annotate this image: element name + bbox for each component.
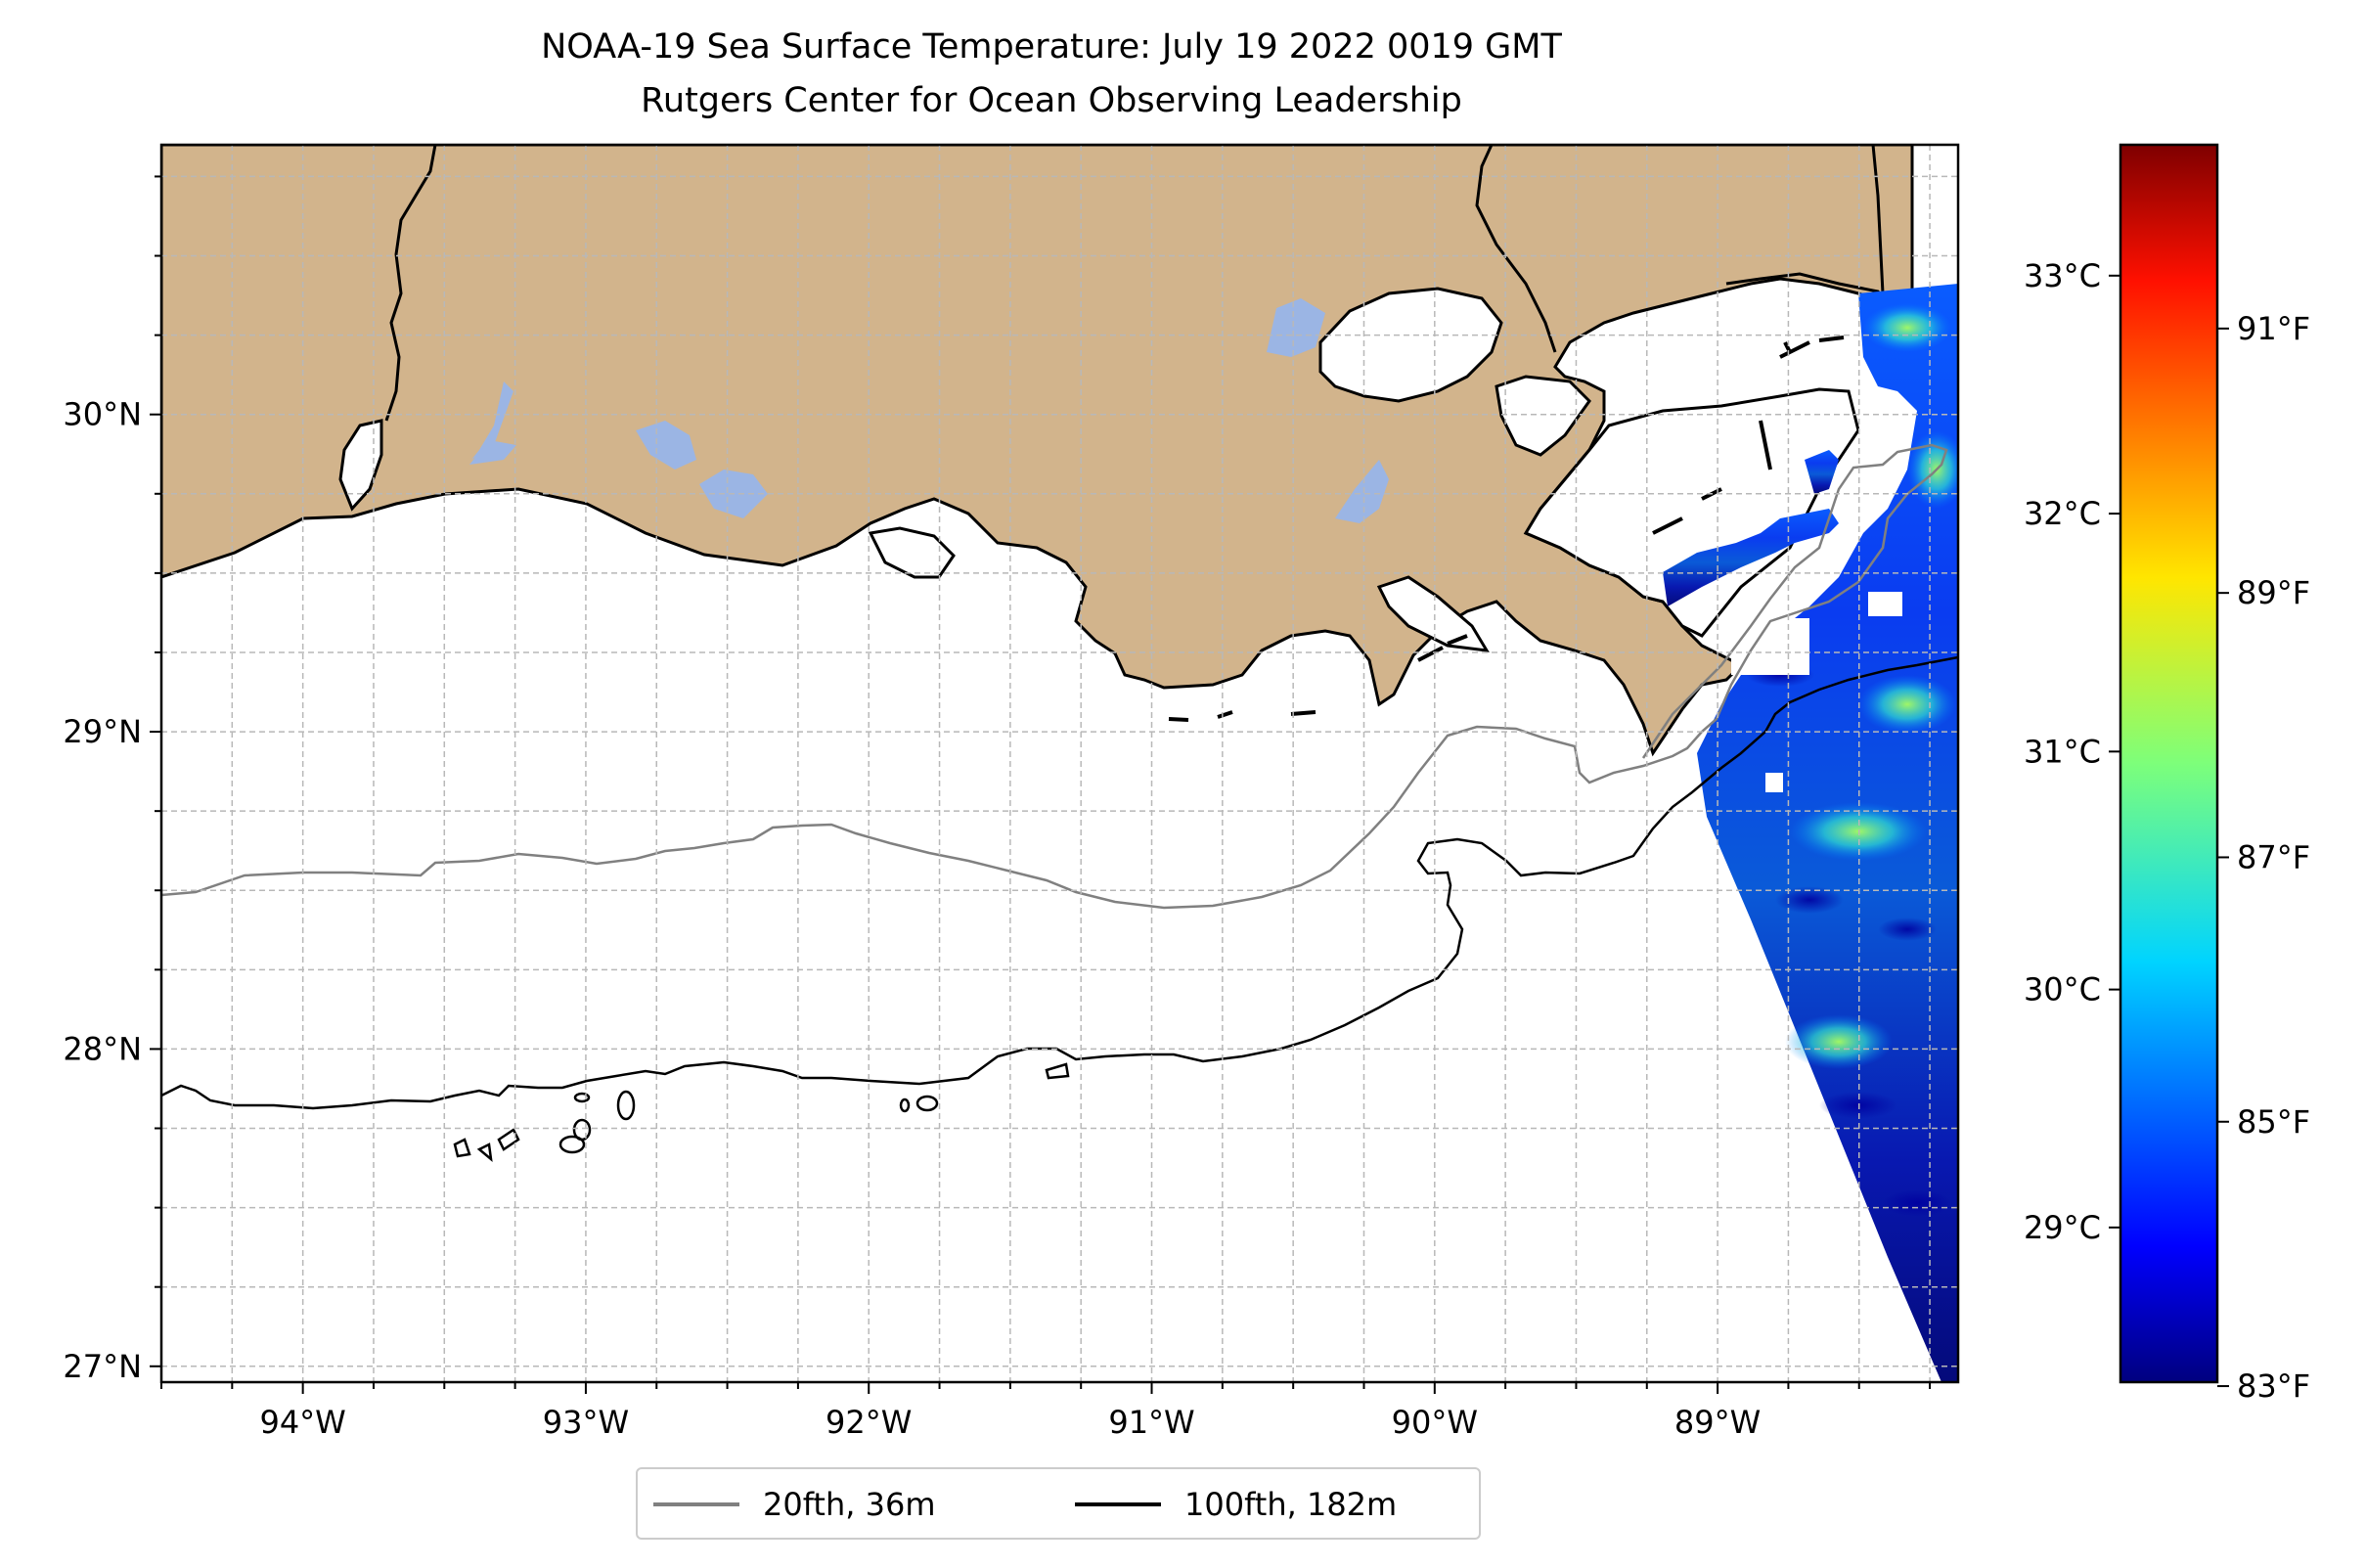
vermilion-bay [868, 526, 956, 579]
contour-100fth [161, 655, 1958, 1110]
sst-swath [1663, 284, 1958, 1382]
colorbar-celsius-label: 30°C [2024, 971, 2101, 1008]
map-layers [161, 145, 1958, 1382]
colorbar-celsius-label: 29°C [2024, 1209, 2101, 1246]
y-tick-label: 30°N [63, 396, 142, 433]
state-border-la-ms [1475, 145, 1557, 353]
legend-entry-100fth: 100fth, 182m [1075, 1483, 1397, 1526]
colorbar-celsius-label: 33°C [2024, 257, 2101, 294]
legend-label-100fth: 100fth, 182m [1184, 1486, 1398, 1523]
lake-east-bay [1495, 375, 1591, 457]
x-tick-label: 94°W [259, 1404, 345, 1441]
map-gridlines [161, 145, 1958, 1382]
x-tick-label: 91°W [1108, 1404, 1194, 1441]
chart-subtitle: Rutgers Center for Ocean Observing Leade… [641, 81, 1462, 120]
state-border-al [1871, 145, 1885, 294]
colorbar-fahrenheit-label: 85°F [2237, 1103, 2310, 1141]
colorbar-fahrenheit-label: 91°F [2237, 310, 2310, 347]
lake-sabine-blob [469, 440, 516, 465]
y-tick-label: 27°N [63, 1348, 142, 1385]
y-tick-label: 29°N [63, 713, 142, 750]
lake-maurepas [1267, 298, 1325, 357]
map-y-axis: 27°N 28°N 29°N 30°N [63, 175, 161, 1385]
legend-line-20fth [653, 1502, 739, 1506]
colorbar [2119, 143, 2219, 1384]
x-tick-label: 92°W [826, 1404, 912, 1441]
legend: 20fth, 36m 100fth, 182m [636, 1467, 1481, 1540]
x-tick-label: 93°W [543, 1404, 629, 1441]
colorbar-fahrenheit-label: 83°F [2237, 1367, 2310, 1405]
legend-label-20fth: 20fth, 36m [763, 1486, 936, 1523]
y-tick-label: 28°N [63, 1030, 142, 1067]
state-border-ms [384, 145, 437, 422]
colorbar-fahrenheit-label: 89°F [2237, 574, 2310, 611]
map-frame [159, 143, 1960, 1384]
colorbar-fahrenheit-axis: 83°F 85°F 87°F 89°F 91°F [2217, 310, 2310, 1405]
colorbar-fahrenheit-label: 87°F [2237, 838, 2310, 875]
map-x-axis: 94°W 93°W 92°W 91°W 90°W 89°W [160, 1382, 1932, 1441]
legend-entry-20fth: 20fth, 36m [653, 1483, 935, 1526]
legend-line-100fth [1075, 1502, 1161, 1506]
lake-west [338, 419, 383, 512]
terrebonne-bay [1376, 575, 1490, 652]
x-tick-label: 90°W [1392, 1404, 1478, 1441]
white-lake [636, 421, 696, 470]
chart-title: NOAA-19 Sea Surface Temperature: July 19… [541, 27, 1562, 67]
lake-salvador [1335, 460, 1389, 523]
colorbar-celsius-axis: 29°C 30°C 31°C 32°C 33°C [2024, 257, 2120, 1246]
lake-calcasieu [471, 381, 513, 460]
x-tick-label: 89°W [1674, 1404, 1761, 1441]
seamount-contours [453, 1062, 1070, 1163]
contour-20fth [161, 443, 1948, 910]
colorbar-celsius-label: 32°C [2024, 495, 2101, 532]
colorbar-celsius-label: 31°C [2024, 733, 2101, 770]
lake-pontchartrain [1318, 287, 1503, 403]
